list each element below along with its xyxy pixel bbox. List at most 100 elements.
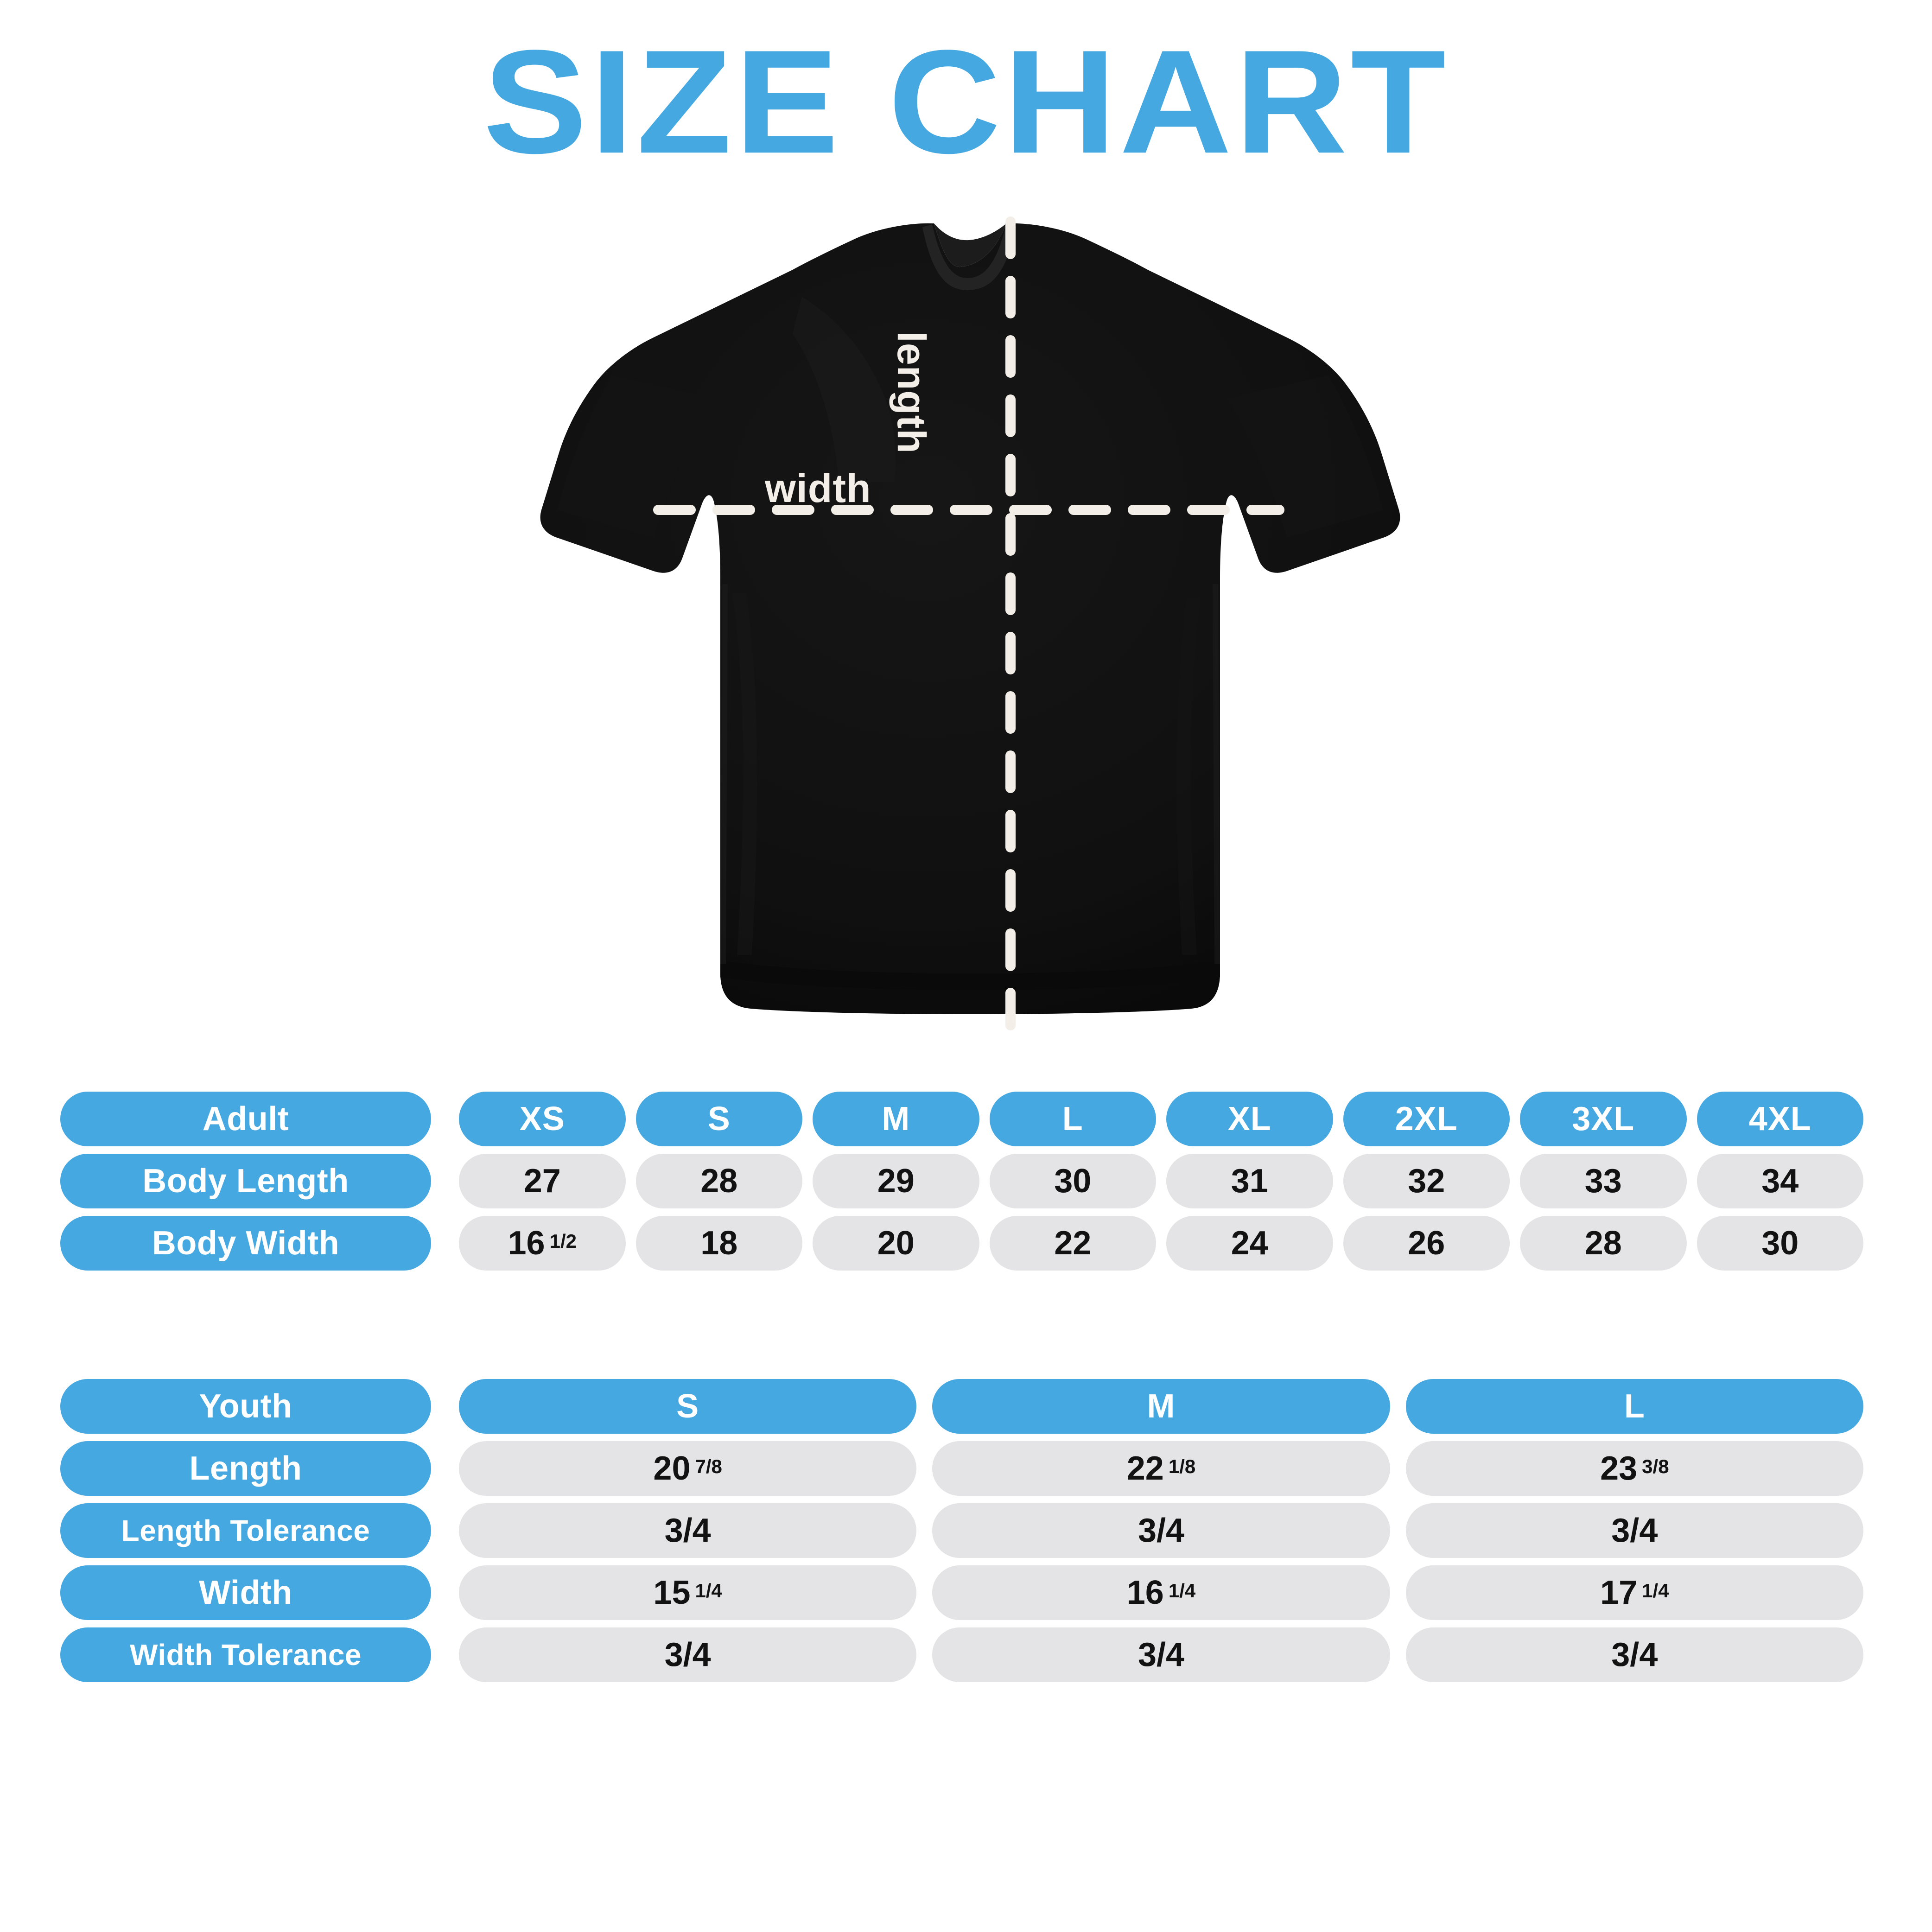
adult-col-2xl: 2XL	[1343, 1092, 1510, 1146]
cell-value: 3/4	[1138, 1512, 1185, 1549]
youth-col-l: L	[1405, 1379, 1863, 1434]
adult-col-xl: XL	[1166, 1092, 1333, 1146]
adult-header-row: Adult XS S M L XL 2XL 3XL 4XL	[60, 1092, 1863, 1146]
table-cell: 3/4	[459, 1627, 917, 1682]
tshirt-neckline	[934, 223, 1006, 267]
cell-value: 18	[700, 1225, 738, 1262]
tshirt-collar	[922, 223, 1016, 291]
cell-value: 20	[653, 1450, 691, 1487]
table-cell: 3/4	[932, 1503, 1390, 1558]
cell-value: 16	[508, 1225, 545, 1262]
cell-fraction: 1/4	[695, 1580, 722, 1602]
tshirt-hem-shadow	[720, 960, 1220, 991]
cell-value: 30	[1761, 1225, 1799, 1262]
tshirt-side-seam-left	[720, 584, 728, 964]
tshirt-illustration: width length	[515, 213, 1423, 1043]
table-cell: 23 3/8	[1405, 1441, 1863, 1496]
adult-col-4xl: 4XL	[1697, 1092, 1863, 1146]
cell-value: 34	[1761, 1163, 1799, 1200]
tshirt-svg	[540, 216, 1400, 1034]
tshirt-body-shape	[540, 223, 1400, 1014]
table-cell: 3/4	[1405, 1627, 1863, 1682]
table-cell: 27	[459, 1154, 626, 1208]
tshirt-side-seam-right	[1213, 584, 1220, 964]
cell-value: 22	[1126, 1450, 1164, 1487]
youth-width-tolerance-row: Width Tolerance 3/4 3/4 3/4	[60, 1627, 1863, 1682]
youth-row-label-length-tolerance: Length Tolerance	[60, 1503, 431, 1558]
tshirt-chest-highlight	[793, 297, 896, 482]
cell-value: 3/4	[1138, 1636, 1185, 1673]
table-cell: 29	[813, 1154, 979, 1208]
youth-row-label-width: Width	[60, 1565, 431, 1620]
cell-fraction: 1/8	[1168, 1455, 1196, 1477]
cell-value: 23	[1600, 1450, 1638, 1487]
cell-value: 33	[1584, 1163, 1622, 1200]
table-cell: 3/4	[932, 1627, 1390, 1682]
cell-value: 30	[1054, 1163, 1092, 1200]
page-title: SIZE CHART	[483, 19, 1449, 184]
youth-col-s: S	[459, 1379, 917, 1434]
table-cell: 28	[1520, 1216, 1687, 1271]
adult-row-label-body-length: Body Length	[60, 1154, 431, 1208]
cell-value: 17	[1600, 1574, 1638, 1611]
table-cell: 30	[1697, 1216, 1863, 1271]
table-cell: 17 1/4	[1405, 1565, 1863, 1620]
youth-row-label-length: Length	[60, 1441, 431, 1496]
table-cell: 34	[1697, 1154, 1863, 1208]
adult-row-label-body-width: Body Width	[60, 1216, 431, 1271]
cell-value: 31	[1231, 1163, 1268, 1200]
cell-fraction: 7/8	[695, 1455, 722, 1477]
cell-value: 24	[1231, 1225, 1268, 1262]
cell-value: 32	[1408, 1163, 1445, 1200]
adult-body-width-row: Body Width 16 1/2 18 20 22 24 26 28 30	[60, 1216, 1863, 1271]
table-cell: 24	[1166, 1216, 1333, 1271]
tshirt-fold-right	[1176, 598, 1201, 955]
table-cell: 16 1/4	[932, 1565, 1390, 1620]
youth-header-row: Youth S M L	[60, 1379, 1863, 1434]
cell-value: 3/4	[664, 1512, 711, 1549]
table-cell: 20	[813, 1216, 979, 1271]
youth-width-row: Width 15 1/4 16 1/4 17 1/4	[60, 1565, 1863, 1620]
length-label: length	[889, 331, 934, 454]
table-cell: 20 7/8	[459, 1441, 917, 1496]
adult-size-table: Adult XS S M L XL 2XL 3XL 4XL Body Lengt…	[60, 1092, 1863, 1271]
table-cell: 22	[989, 1216, 1156, 1271]
adult-header-label: Adult	[60, 1092, 431, 1146]
width-label: width	[765, 466, 871, 511]
adult-col-xs: XS	[459, 1092, 626, 1146]
page-title-wrap: SIZE CHART	[0, 28, 1932, 175]
cell-fraction: 1/4	[1642, 1580, 1669, 1602]
cell-value: 22	[1054, 1225, 1092, 1262]
cell-value: 27	[523, 1163, 561, 1200]
cell-value: 3/4	[664, 1636, 711, 1673]
cell-value: 16	[1126, 1574, 1164, 1611]
table-cell: 16 1/2	[459, 1216, 626, 1271]
table-cell: 28	[636, 1154, 802, 1208]
cell-value: 3/4	[1611, 1636, 1658, 1673]
adult-col-m: M	[813, 1092, 979, 1146]
adult-col-l: L	[989, 1092, 1156, 1146]
youth-size-table: Youth S M L Length 20 7/8 22 1/8 23 3/8 …	[60, 1379, 1863, 1682]
cell-value: 29	[877, 1163, 915, 1200]
table-cell: 3/4	[459, 1503, 917, 1558]
cell-value: 28	[700, 1163, 738, 1200]
table-cell: 15 1/4	[459, 1565, 917, 1620]
table-cell: 22 1/8	[932, 1441, 1390, 1496]
table-cell: 3/4	[1405, 1503, 1863, 1558]
cell-value: 15	[653, 1574, 691, 1611]
cell-fraction: 1/2	[549, 1230, 577, 1252]
table-cell: 30	[989, 1154, 1156, 1208]
youth-header-label: Youth	[60, 1379, 431, 1434]
cell-value: 20	[877, 1225, 915, 1262]
youth-length-tolerance-row: Length Tolerance 3/4 3/4 3/4	[60, 1503, 1863, 1558]
tshirt-fold-left	[732, 593, 757, 955]
table-cell: 33	[1520, 1154, 1687, 1208]
cell-value: 3/4	[1611, 1512, 1658, 1549]
table-cell: 18	[636, 1216, 802, 1271]
tshirt-sleeve-shade-right	[1227, 375, 1383, 538]
adult-col-3xl: 3XL	[1520, 1092, 1687, 1146]
cell-value: 28	[1584, 1225, 1622, 1262]
cell-fraction: 1/4	[1168, 1580, 1196, 1602]
table-cell: 31	[1166, 1154, 1333, 1208]
youth-row-label-width-tolerance: Width Tolerance	[60, 1627, 431, 1682]
